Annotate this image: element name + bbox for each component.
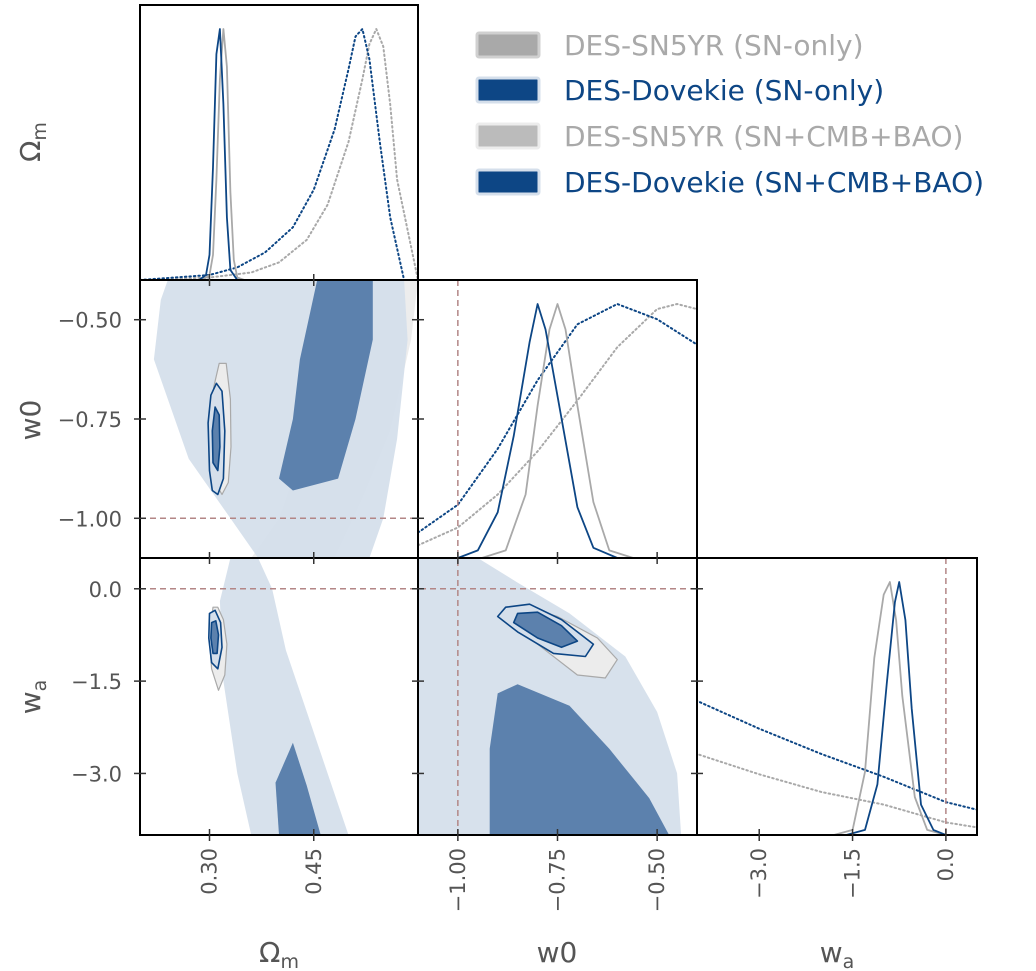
ytick-label-w0-1: −0.75 (58, 408, 122, 432)
marginal-line-omega-m-des-sn5yr-sn-only (140, 28, 418, 280)
contour-des-dovekie-sn-cmb-bao-68-4 (210, 619, 220, 655)
marginal-line-w0-des-sn5yr-sn-only (418, 303, 697, 547)
marginal-w0 (418, 303, 697, 558)
legend-swatch-dovekie-sn-cmb-bao (475, 168, 541, 196)
xtick-label-w0-0: −1.00 (446, 848, 470, 912)
contour-des-dovekie-sn-cmb-bao-68-5 (211, 406, 221, 472)
ylabel-w0: w0 (14, 400, 47, 441)
xlabel-omega-m: Ωm (259, 936, 299, 971)
contour-des-dovekie-sn-only-95-0 (219, 558, 349, 835)
xtick-label-omega-m-0: 0.30 (198, 848, 222, 895)
marginal-line-wa-des-dovekie-sn-only (697, 699, 977, 811)
legend-swatch-sn5yr-sn-cmb-bao (475, 122, 541, 150)
panel-frame-w0 (417, 279, 698, 559)
marginal-line-omega-m-des-dovekie-sn-cmb-bao (198, 28, 239, 280)
xtick-label-w0-2: −0.50 (645, 848, 669, 912)
contour-des-dovekie-sn-only-68-1 (275, 742, 321, 835)
xtick-label-wa-0: −3.0 (747, 848, 771, 899)
ytick-label-wa-2: 0.0 (89, 578, 122, 602)
marginal-line-omega-m-des-dovekie-sn-only (140, 28, 406, 280)
marginal-line-w0-des-sn5yr-sn-cmb-bao (481, 303, 634, 558)
ytick-label-wa-0: −3.0 (71, 762, 122, 786)
marginal-line-wa-des-sn5yr-sn-only (697, 752, 977, 829)
legend-swatch-dovekie-sn-only (475, 76, 541, 104)
legend-label-dovekie-sn-cmb-bao: DES-Dovekie (SN+CMB+BAO) (564, 166, 984, 199)
legend-label-sn5yr-sn-only: DES-SN5YR (SN-only) (564, 29, 864, 62)
contour-des-dovekie-sn-cmb-bao-68-4 (512, 611, 579, 649)
xtick-label-wa-1: −1.5 (841, 848, 865, 899)
contours-wa-vs-omega-m (208, 558, 349, 835)
marginal-line-omega-m-des-sn5yr-sn-cmb-bao (201, 28, 245, 280)
ytick-label-w0-2: −0.50 (58, 309, 122, 333)
contours-wa-vs-w0 (418, 558, 682, 835)
legend: DES-SN5YR (SN-only) DES-Dovekie (SN-only… (475, 29, 984, 199)
panel-frame-wa (696, 557, 978, 836)
ylabel-wa: wa (14, 680, 51, 715)
marginal-line-w0-des-dovekie-sn-only (418, 303, 697, 534)
xtick-label-wa-2: 0.0 (934, 848, 958, 881)
xtick-label-w0-1: −0.75 (546, 848, 570, 912)
legend-label-sn5yr-sn-cmb-bao: DES-SN5YR (SN+CMB+BAO) (564, 120, 963, 153)
marginal-wa (697, 581, 977, 835)
marginal-line-w0-des-dovekie-sn-cmb-bao (457, 303, 618, 558)
contour-des-dovekie-sn-only-68-1 (489, 684, 670, 835)
marginal-omega-m (140, 28, 418, 280)
xtick-label-omega-m-1: 0.45 (302, 848, 326, 895)
contour-des-dovekie-sn-only-68-2 (279, 280, 373, 491)
ytick-label-w0-0: −1.00 (58, 507, 122, 531)
contours-w0-vs-omega-m (153, 280, 418, 558)
ylabel-omega-m: Ωm (14, 122, 51, 162)
legend-swatch-sn5yr-sn-only (475, 31, 541, 59)
ytick-label-wa-1: −1.5 (71, 670, 122, 694)
marginal-line-wa-des-dovekie-sn-cmb-bao (846, 581, 947, 835)
xlabel-w0: w0 (537, 936, 578, 969)
marginal-line-wa-des-sn5yr-sn-cmb-bao (833, 581, 947, 835)
xlabel-wa: wa (820, 936, 855, 971)
legend-label-dovekie-sn-only: DES-Dovekie (SN-only) (564, 74, 884, 107)
